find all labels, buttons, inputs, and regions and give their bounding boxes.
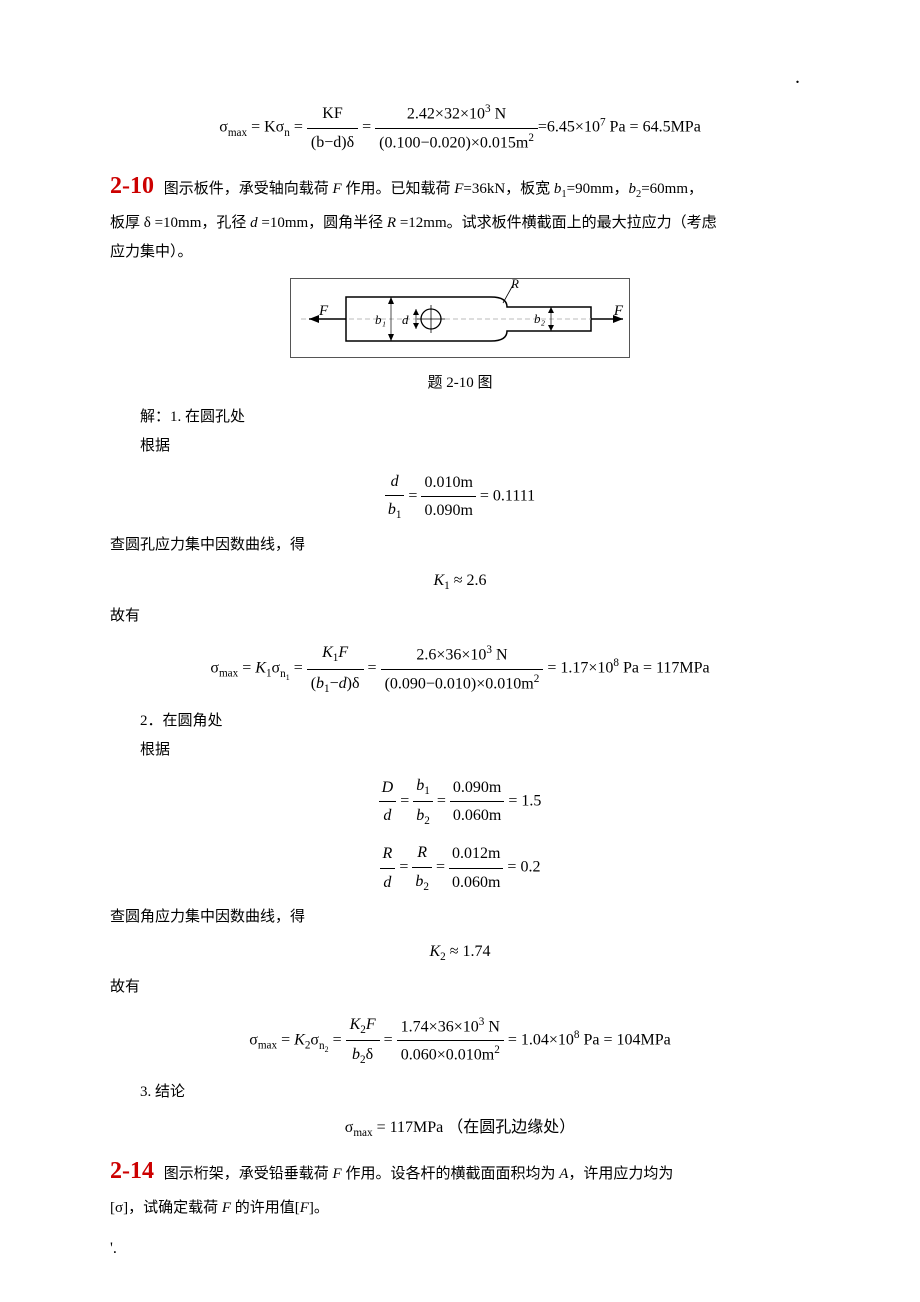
sol-5: 3. 结论 <box>110 1080 810 1106</box>
page-mark-top: . <box>795 60 800 94</box>
hence-2: 故有 <box>110 975 810 1001</box>
sol-4: 根据 <box>110 738 810 764</box>
eq-R-over-d: Rd = Rb2 = 0.012m0.060m = 0.2 <box>110 839 810 896</box>
problem-214-line1: 2-14 图示桁架，承受铅垂载荷 F 作用。设各杆的横截面面积均为 A，许用应力… <box>110 1151 810 1192</box>
eq-k1: K1 ≈ 2.6 <box>110 567 810 596</box>
label-F-left: F <box>319 299 328 325</box>
figure-210: F F b₁ d b₂ R <box>110 278 810 368</box>
label-F-right: F <box>614 299 623 325</box>
problem-214-line2: [σ]，试确定载荷 F 的许用值[F]。 <box>110 1196 810 1222</box>
label-d: d <box>402 309 409 331</box>
label-b1: b₁ <box>375 309 386 331</box>
problem-number-210: 2-10 <box>110 166 154 207</box>
problem-210-line3: 应力集中）。 <box>110 240 810 266</box>
eq-sigma1: σmax = K1σn1 = K1F(b1−d)δ = 2.6×36×103 N… <box>110 639 810 698</box>
eq-D-over-d: Dd = b1b2 = 0.090m0.060m = 1.5 <box>110 772 810 831</box>
sol-2: 根据 <box>110 434 810 460</box>
plate-svg <box>291 279 631 359</box>
curve-1: 查圆孔应力集中因数曲线，得 <box>110 533 810 559</box>
eq-sigma2: σmax = K2σn2 = K2Fb2δ = 1.74×36×103 N0.0… <box>110 1011 810 1070</box>
eq-k2: K2 ≈ 1.74 <box>110 938 810 967</box>
problem-210-line2: 板厚 δ =10mm，孔径 d =10mm，圆角半径 R =12mm。试求板件横… <box>110 211 810 237</box>
eq-final: σmax = 117MPa （在圆孔边缘处） <box>110 1114 810 1143</box>
hence-1: 故有 <box>110 604 810 630</box>
curve-2: 查圆角应力集中因数曲线，得 <box>110 905 810 931</box>
label-b2: b₂ <box>534 308 545 330</box>
problem-number-214: 2-14 <box>110 1151 154 1192</box>
sol-3: 2．在圆角处 <box>110 709 810 735</box>
label-R: R <box>511 273 519 295</box>
page-mark-bottom: '. <box>110 1235 117 1262</box>
problem-210-line1: 2-10 图示板件，承受轴向载荷 F 作用。已知载荷 F=36kN，板宽 b1=… <box>110 166 810 207</box>
sol-1: 解：1. 在圆孔处 <box>110 405 810 431</box>
figure-210-caption: 题 2-10 图 <box>110 371 810 397</box>
eq-d-over-b: db1 = 0.010m0.090m = 0.1111 <box>110 468 810 525</box>
top-equation: σmax = Kσn = KF(b−d)δ = 2.42×32×103 N(0.… <box>110 100 810 156</box>
